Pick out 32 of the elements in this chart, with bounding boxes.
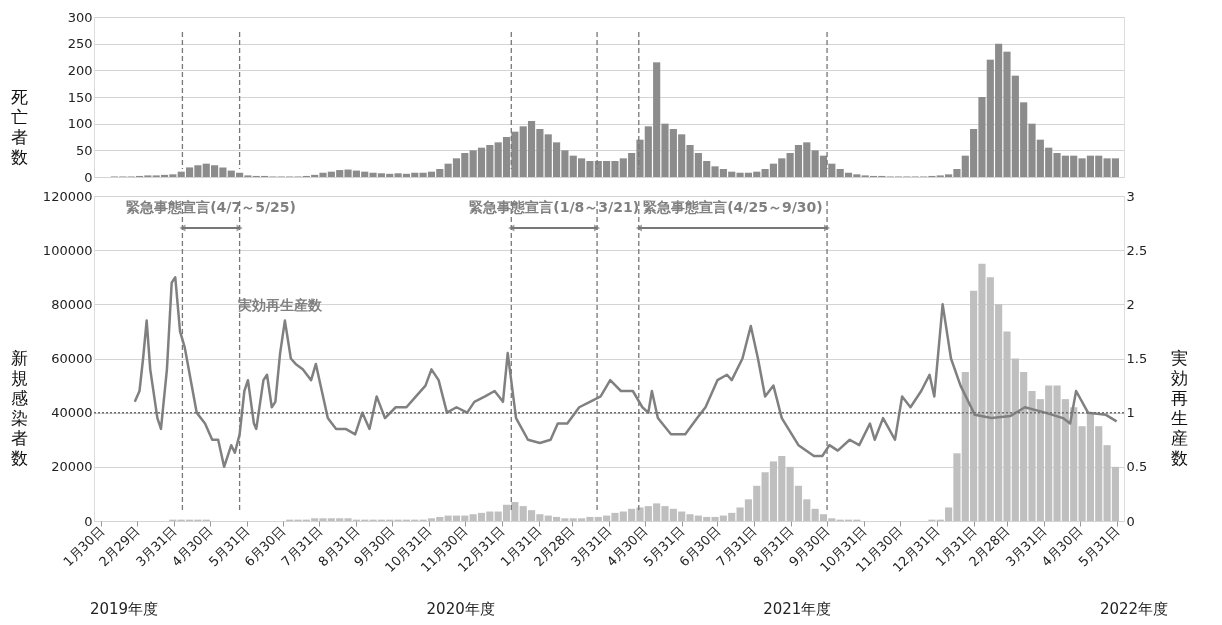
text: 2020年度 bbox=[426, 600, 495, 618]
ref-line-label: 緊急事態宣言(4/25～9/30) bbox=[643, 199, 823, 215]
y-tick-label: 100000 bbox=[42, 242, 93, 258]
y-tick-label: 0 bbox=[84, 169, 93, 185]
y2-tick-label: 2 bbox=[1126, 296, 1135, 312]
y-tick-label: 250 bbox=[67, 36, 93, 52]
text: 2019年度 bbox=[89, 600, 159, 618]
y2-tick-label: 0.5 bbox=[1126, 459, 1148, 475]
y-tick-label: 50 bbox=[75, 142, 93, 158]
y-tick-label: 300 bbox=[67, 9, 93, 25]
y-tick-label: 20000 bbox=[51, 459, 93, 475]
y-tick-label: 200 bbox=[67, 62, 93, 78]
ref-line-label: 緊急事態宣言(4/7～5/25) bbox=[126, 199, 296, 215]
y-axis-title: 死亡者数 bbox=[11, 86, 28, 167]
y-tick-label: 0 bbox=[84, 513, 93, 529]
y2-tick-label: 3 bbox=[1126, 188, 1135, 204]
text: 2021年度 bbox=[763, 600, 832, 618]
y2-tick-label: 1.5 bbox=[1126, 351, 1148, 366]
y-tick-label: 150 bbox=[67, 89, 93, 105]
y2-tick-label: 2.5 bbox=[1126, 242, 1148, 258]
y-tick-label: 60000 bbox=[51, 351, 93, 366]
y-tick-label: 80000 bbox=[51, 296, 93, 312]
y2-tick-label: 0 bbox=[1126, 513, 1135, 529]
y-tick-label: 40000 bbox=[51, 405, 93, 421]
text: 2022年度 bbox=[1099, 600, 1169, 618]
y2-tick-label: 1 bbox=[1126, 405, 1135, 421]
ref-line-label: 緊急事態宣言(1/8～3/21) bbox=[469, 199, 640, 215]
y-tick-label: 120000 bbox=[42, 188, 93, 204]
series-label: 実効再生産数 bbox=[238, 297, 324, 313]
y-tick-label: 100 bbox=[67, 116, 93, 132]
y-axis-title: 新規感染者数 bbox=[11, 348, 28, 468]
y2-axis-title: 実効再生産数 bbox=[1171, 348, 1188, 468]
